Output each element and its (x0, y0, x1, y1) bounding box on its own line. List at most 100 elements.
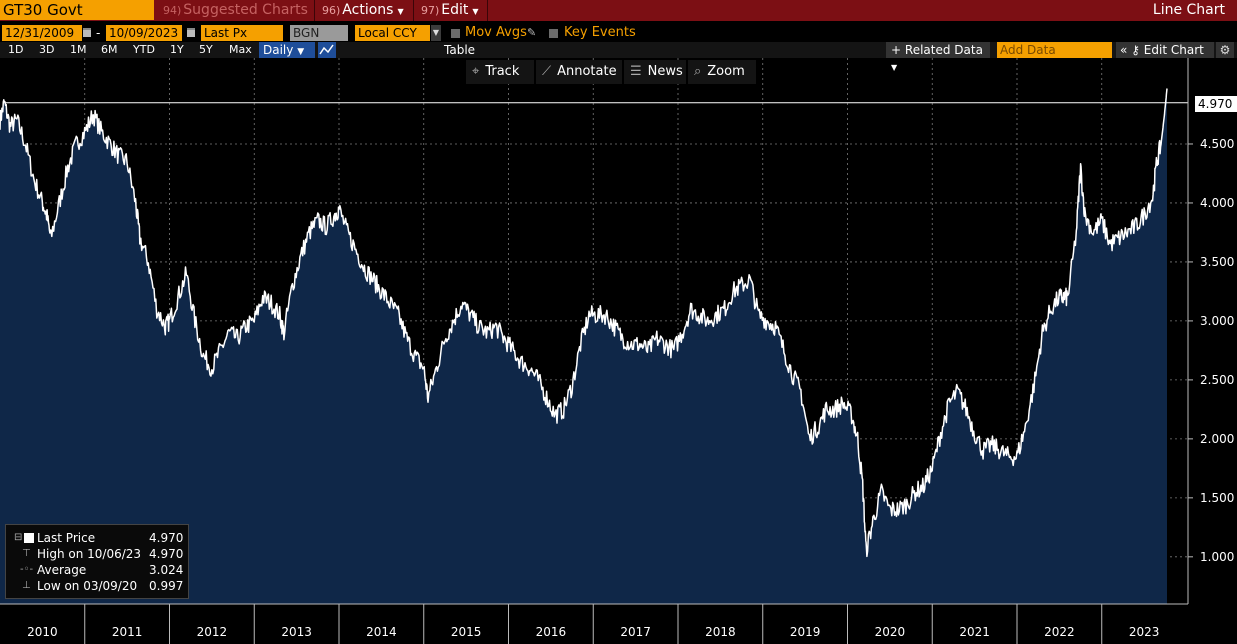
y-tick-label: 4.000 (1200, 196, 1234, 210)
annotate-button[interactable]: ⟋ Annotate (536, 60, 622, 84)
range-max[interactable]: Max (229, 43, 252, 56)
edit-chart-button[interactable]: « ⚷ Edit Chart (1116, 42, 1214, 58)
price-field-input[interactable]: Last Px (201, 25, 283, 41)
x-tick-label: 2020 (875, 625, 906, 639)
last-price-tag: 4.970 (1195, 96, 1237, 112)
start-date-field[interactable]: 12/31/2009 (2, 25, 82, 41)
y-tick-label: 2.500 (1200, 373, 1234, 387)
news-label: News (647, 64, 683, 79)
y-axis: 1.000 1.500 2.000 2.500 3.000 3.500 4.000 4.500 (1187, 58, 1234, 604)
legend-row-average: -◦- Average 3.024 (6, 562, 190, 578)
x-tick-label: 2019 (790, 625, 821, 639)
calendar-icon[interactable] (83, 28, 91, 37)
key-events-checkbox[interactable] (549, 29, 558, 38)
range-1y[interactable]: 1Y (170, 43, 184, 56)
frequency-label: Daily (263, 43, 294, 57)
track-label: Track (485, 64, 520, 79)
zoom-button[interactable]: ⌕ Zoom (688, 60, 756, 84)
edit-number: 97) (421, 4, 440, 17)
x-tick-label: 2018 (705, 625, 736, 639)
legend-low-label: Low on 03/09/20 (37, 579, 138, 593)
x-tick-label: 2015 (451, 625, 482, 639)
suggested-charts-number: 94) (163, 4, 182, 17)
legend-average-value: 3.024 (149, 563, 184, 577)
date-separator: - (96, 26, 101, 40)
price-line (0, 88, 1168, 558)
high-marker-icon: ⊤ (22, 548, 31, 559)
related-data-label: Related Data (904, 43, 983, 57)
calendar-icon[interactable] (187, 28, 195, 37)
mov-avgs-checkbox[interactable] (451, 29, 460, 38)
x-tick-label: 2017 (620, 625, 651, 639)
low-marker-icon: ⊥ (22, 580, 31, 591)
mov-avgs-label[interactable]: Mov Avgs (465, 25, 527, 40)
plus-icon: + (891, 43, 902, 57)
caret-down-icon: ▼ (472, 7, 479, 16)
actions-label: Actions (342, 2, 394, 18)
gear-icon[interactable]: ⚙ (1216, 42, 1234, 58)
annotate-icon: ⟋ (542, 64, 552, 79)
legend-row-high: ⊤ High on 10/06/23 4.970 (6, 546, 190, 562)
caret-down-icon: ▼ (297, 47, 305, 57)
y-tick-label: 4.500 (1200, 137, 1234, 151)
legend-row-low: ⊥ Low on 03/09/20 0.997 (6, 578, 190, 594)
y-tick-label: 3.500 (1200, 255, 1234, 269)
legend-high-label: High on 10/06/23 (37, 547, 142, 561)
add-data-input[interactable]: Add Data (997, 42, 1112, 58)
actions-number: 96) (322, 4, 341, 17)
average-marker-icon: -◦- (20, 564, 34, 575)
x-tick-label: 2021 (959, 625, 990, 639)
x-tick-label: 2014 (366, 625, 397, 639)
range-6m[interactable]: 6M (101, 43, 118, 56)
key-events-label[interactable]: Key Events (564, 25, 636, 40)
crosshair-icon: ⌖ (472, 64, 480, 79)
suggested-charts-label: Suggested Charts (183, 2, 308, 18)
x-tick-label: 2016 (536, 625, 567, 639)
news-button[interactable]: ☰ News (624, 60, 686, 84)
caret-down-icon: ▼ (397, 7, 404, 16)
magnifier-icon: ⌕ (694, 64, 702, 79)
chart-toolbar: ⌖ Track ⟋ Annotate ☰ News ⌕ Zoom (466, 60, 756, 84)
collapse-icon: « (1120, 43, 1128, 57)
range-3d[interactable]: 3D (39, 43, 55, 56)
window-title: Line Chart (1152, 2, 1225, 18)
actions-menu[interactable]: 96) Actions ▼ (322, 0, 404, 20)
end-date-field[interactable]: 10/09/2023 (106, 25, 182, 41)
ticker-input[interactable]: GT30 Govt (0, 0, 154, 20)
edit-menu[interactable]: 97) Edit ▼ (421, 0, 479, 20)
range-1d[interactable]: 1D (8, 43, 24, 56)
legend-toggle-icon: ⊟ (14, 532, 23, 543)
caret-down-icon: ▼ (891, 63, 898, 72)
legend-last-price-value: 4.970 (149, 531, 184, 545)
legend-high-value: 4.970 (149, 547, 184, 561)
table-button[interactable]: Table (444, 43, 476, 57)
x-tick-label: 2010 (27, 625, 58, 639)
track-button[interactable]: ⌖ Track (466, 60, 534, 84)
source-field[interactable]: BGN (290, 25, 348, 41)
range-1m[interactable]: 1M (70, 43, 87, 56)
chart-legend[interactable]: ⊟ Last Price 4.970 ⊤ High on 10/06/23 4.… (5, 524, 189, 599)
menu-separator (413, 0, 414, 21)
x-tick-label: 2013 (281, 625, 312, 639)
line-chart-icon[interactable] (318, 42, 336, 58)
currency-field[interactable]: Local CCY (355, 25, 430, 41)
frequency-dropdown[interactable]: Daily ▼ (259, 42, 315, 58)
legend-low-value: 0.997 (149, 579, 184, 593)
currency-dropdown-icon[interactable]: ▼ (431, 25, 441, 41)
range-5y[interactable]: 5Y (199, 43, 213, 56)
related-data-button[interactable]: + Related Data ▼ (886, 42, 990, 72)
range-ytd[interactable]: YTD (133, 43, 155, 56)
edit-chart-label: Edit Chart (1143, 43, 1204, 57)
legend-average-label: Average (37, 563, 87, 577)
x-tick-label: 2022 (1044, 625, 1075, 639)
x-tick-label: 2012 (197, 625, 228, 639)
annotate-label: Annotate (557, 64, 617, 79)
pencil-icon[interactable]: ✎ (527, 26, 537, 39)
menu-separator (487, 0, 488, 21)
y-tick-label: 3.000 (1200, 314, 1234, 328)
news-icon: ☰ (630, 64, 642, 79)
price-area-fill (0, 88, 1167, 604)
legend-swatch (24, 533, 34, 543)
x-tick-label: 2023 (1129, 625, 1160, 639)
